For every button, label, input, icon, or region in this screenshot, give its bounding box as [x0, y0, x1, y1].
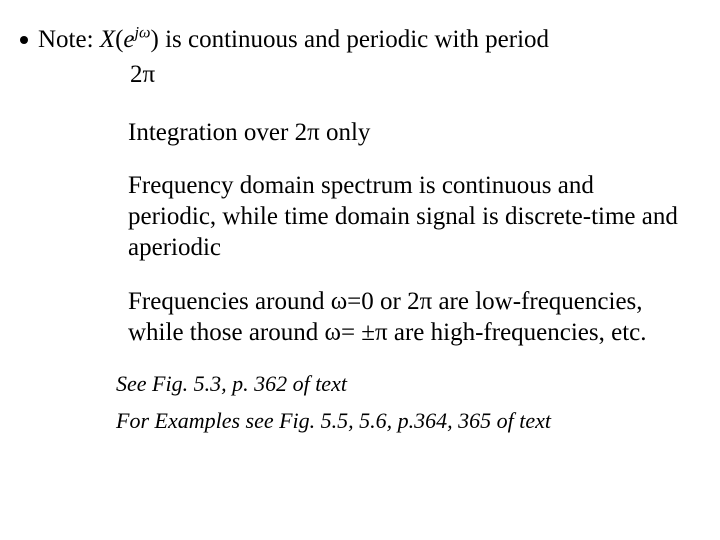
footnote-2: For Examples see Fig. 5.5, 5.6, p.364, 3… [116, 407, 700, 436]
note-line: Note: X(ejω) is continuous and periodic … [20, 24, 700, 57]
para-frequency-domain: Frequency domain spectrum is continuous … [128, 170, 688, 264]
note-expr-x: X [100, 26, 115, 53]
note-expr-sup: jω [135, 24, 151, 42]
para-frequencies: Frequencies around ω=0 or 2π are low-fre… [128, 286, 688, 349]
period-line: 2π [130, 61, 700, 89]
para-integration: Integration over 2π only [128, 117, 688, 148]
note-content: Note: X(ejω) is continuous and periodic … [38, 24, 700, 57]
bullet-icon [20, 36, 28, 44]
note-expr-e: e [123, 26, 134, 53]
note-tail: is continuous and periodic with period [159, 26, 549, 53]
note-expr-close: ) [151, 26, 159, 53]
note-prefix: Note: [38, 26, 100, 53]
footnote-1: See Fig. 5.3, p. 362 of text [116, 370, 700, 399]
